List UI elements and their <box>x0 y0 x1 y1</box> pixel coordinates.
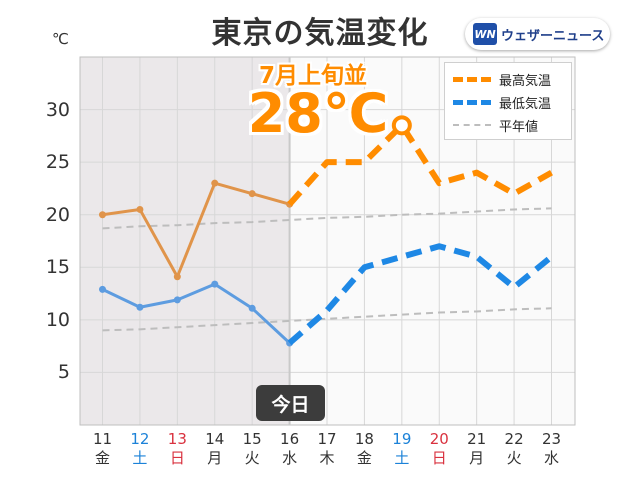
y-axis-unit: ℃ <box>52 30 69 48</box>
past-region <box>80 57 290 425</box>
low-forecast-line <box>287 243 554 346</box>
normal-low-line <box>102 307 552 332</box>
x-tick-day: 17 <box>317 430 337 448</box>
x-tick-day: 19 <box>392 430 412 448</box>
x-tick-weekday: 火 <box>244 449 260 467</box>
high-point <box>211 179 219 187</box>
x-tick-weekday: 月 <box>469 449 485 467</box>
low-point <box>136 303 144 311</box>
y-tick-label: 30 <box>45 98 70 121</box>
x-tick-day: 20 <box>429 430 449 448</box>
today-badge: 今日 <box>256 385 325 421</box>
x-tick-day: 11 <box>92 430 113 448</box>
x-tick-weekday: 水 <box>543 449 559 467</box>
x-tick-weekday: 火 <box>506 449 522 467</box>
x-tick-weekday: 土 <box>394 449 410 467</box>
high-point <box>248 190 256 198</box>
x-tick-weekday: 月 <box>207 449 223 467</box>
low-observed-line <box>101 282 291 345</box>
weathernews-logo-icon: WN <box>473 23 497 45</box>
chart-title: 東京の気温変化 <box>211 16 429 51</box>
low-point <box>99 285 106 293</box>
legend-item-low: 最低気温 <box>453 92 551 112</box>
y-tick-label: 15 <box>45 256 70 279</box>
x-tick-day: 14 <box>205 430 225 448</box>
x-tick-weekday: 日 <box>431 449 447 467</box>
high-point <box>99 211 106 219</box>
legend-swatch-low <box>453 99 491 105</box>
low-point <box>248 304 256 312</box>
brand-name: ウェザーニュース <box>501 28 605 44</box>
legend-swatch-normal <box>453 124 491 126</box>
legend: 最高気温 最低気温 平年値 <box>444 62 572 140</box>
x-tick-weekday: 土 <box>132 449 148 467</box>
weathernews-logo: WN ウェザーニュース <box>465 18 610 50</box>
legend-label-low: 最低気温 <box>499 96 552 112</box>
low-point <box>211 280 219 288</box>
x-tick-day: 13 <box>167 430 187 448</box>
x-tick-day: 21 <box>467 430 487 448</box>
x-tick-day: 23 <box>541 430 562 448</box>
y-tick-label: 10 <box>45 308 70 331</box>
high-observed-line <box>102 181 290 279</box>
low-point <box>173 296 181 304</box>
high-forecast-line <box>287 122 553 207</box>
legend-label-normal: 平年値 <box>499 119 539 135</box>
x-tick-weekday: 日 <box>169 449 185 467</box>
y-tick-label: 20 <box>45 203 70 226</box>
plot-frame <box>79 56 576 426</box>
legend-swatch-high <box>453 76 491 82</box>
legend-label-high: 最高気温 <box>499 73 552 89</box>
high-point <box>136 205 144 213</box>
x-tick-day: 18 <box>354 430 374 448</box>
x-tick-weekday: 水 <box>282 449 298 467</box>
x-tick-day: 15 <box>242 430 262 448</box>
peak-marker <box>391 115 412 136</box>
annotation-period: 7月上旬並 <box>258 63 367 89</box>
x-tick-day: 16 <box>280 430 300 448</box>
normal-high-line <box>102 207 552 230</box>
x-tick-weekday: 金 <box>356 449 372 467</box>
x-tick-weekday: 木 <box>319 449 335 467</box>
legend-item-normal: 平年値 <box>453 115 538 135</box>
high-point <box>173 273 181 281</box>
y-tick-label: 25 <box>45 151 70 174</box>
annotation-value: 28℃ <box>247 82 389 145</box>
legend-item-high: 最高気温 <box>453 69 551 89</box>
x-tick-weekday: 金 <box>94 449 110 467</box>
x-tick-day: 12 <box>130 430 150 448</box>
y-tick-label: 5 <box>57 361 70 384</box>
x-tick-day: 22 <box>504 430 524 448</box>
